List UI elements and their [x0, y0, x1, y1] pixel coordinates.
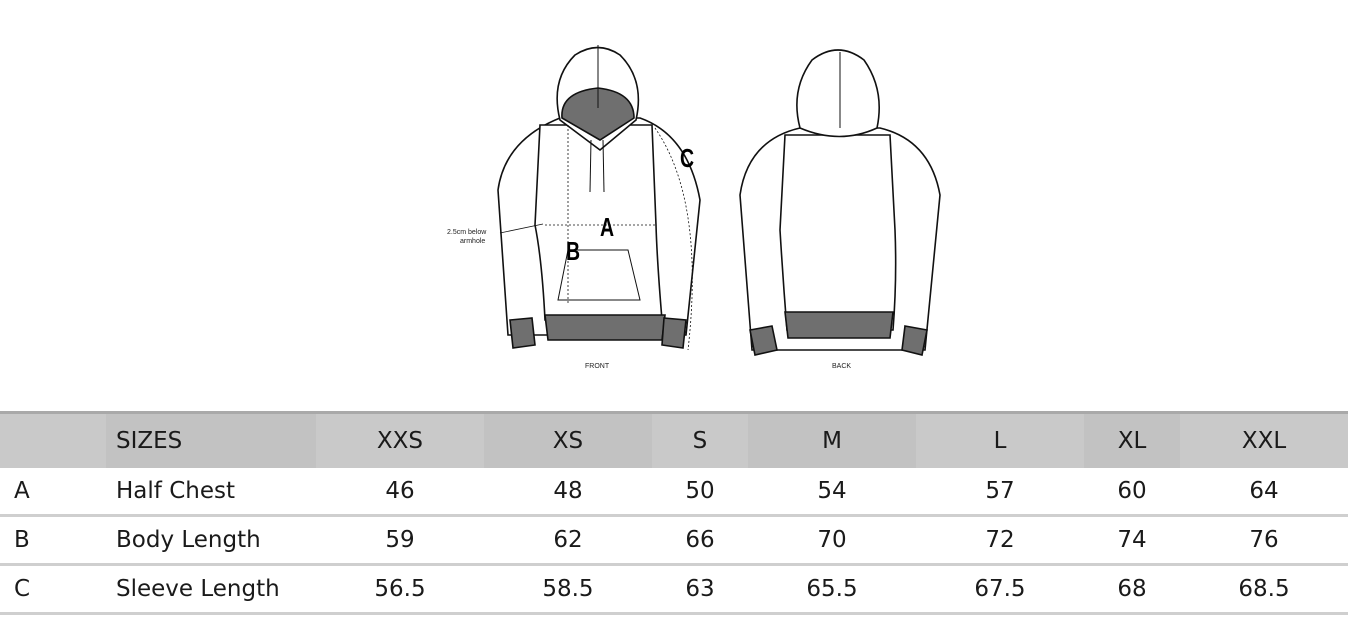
header-cell: XXS — [316, 411, 484, 468]
measurement-cell: 72 — [915, 515, 1084, 566]
header-cell: XXL — [1180, 411, 1348, 468]
measurement-cell: 74 — [1083, 515, 1180, 566]
row-label: Sleeve Length — [106, 564, 316, 615]
measurement-cell: 50 — [651, 468, 748, 517]
measurement-cell: 68 — [1083, 564, 1180, 615]
marker-b: B — [566, 236, 581, 266]
table-row: A Half Chest 46 48 50 54 57 60 64 — [0, 468, 1348, 517]
back-label: BACK — [832, 363, 852, 370]
table-row: C Sleeve Length 56.5 58.5 63 65.5 67.5 68 68.5 — [0, 564, 1348, 615]
marker-c: C — [680, 143, 695, 173]
measurement-cell: 62 — [483, 515, 652, 566]
hoodie-diagram — [497, 45, 941, 356]
header-cell: L — [915, 411, 1084, 468]
size-chart-table: SIZES XXS XS S M L XL XXL A Half Chest 46 4… — [0, 411, 1348, 615]
row-key: B — [0, 515, 106, 566]
measurement-cell: 54 — [748, 468, 916, 517]
measurement-cell: 66 — [651, 515, 748, 566]
marker-a: A — [600, 212, 615, 242]
measurement-cell: 76 — [1180, 515, 1348, 566]
measurement-cell: 67.5 — [915, 564, 1084, 615]
measurement-cell: 57 — [915, 468, 1084, 517]
header-cell: S — [651, 411, 748, 468]
header-cell: M — [748, 411, 916, 468]
measurement-cell: 46 — [316, 468, 484, 517]
row-key: A — [0, 468, 106, 517]
armhole-note-line2: armhole — [460, 238, 486, 245]
row-label: Half Chest — [106, 468, 316, 517]
row-key: C — [0, 564, 106, 615]
measurement-cell: 58.5 — [483, 564, 652, 615]
header-row: SIZES XXS XS S M L XL XXL — [0, 411, 1348, 468]
measurement-cell: 63 — [651, 564, 748, 615]
armhole-note-line1: 2.5cm below — [447, 229, 487, 236]
measurement-cell: 64 — [1180, 468, 1348, 517]
header-cell: XL — [1083, 411, 1180, 468]
measurement-cell: 65.5 — [748, 564, 916, 615]
hoodie-back — [739, 49, 941, 356]
measurement-cell: 60 — [1083, 468, 1180, 517]
header-cell — [0, 411, 106, 468]
front-label: FRONT — [585, 363, 610, 370]
table-row: B Body Length 59 62 66 70 72 74 76 — [0, 515, 1348, 566]
header-cell: SIZES — [106, 411, 316, 468]
measurement-cell: 56.5 — [316, 564, 484, 615]
measurement-cell: 48 — [483, 468, 652, 517]
header-cell: XS — [483, 411, 652, 468]
measurement-cell: 59 — [316, 515, 484, 566]
row-label: Body Length — [106, 515, 316, 566]
hoodie-front — [497, 45, 701, 351]
measurement-cell: 68.5 — [1180, 564, 1348, 615]
measurement-cell: 70 — [748, 515, 916, 566]
